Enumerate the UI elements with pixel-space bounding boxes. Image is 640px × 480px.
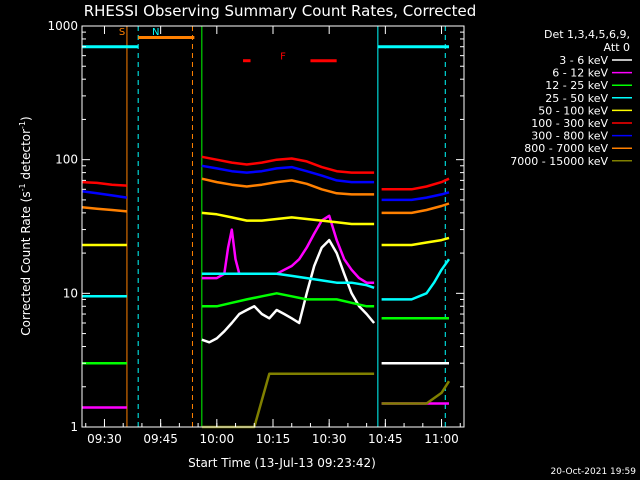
chart-title: RHESSI Observing Summary Count Rates, Co… <box>84 2 477 20</box>
series-6-segment-2 <box>381 191 450 202</box>
series-8 <box>201 372 451 429</box>
series-2 <box>82 292 449 365</box>
series-4 <box>82 211 450 247</box>
y-axis-label-mid: detector <box>19 129 33 184</box>
y-axis-label-main: Corrected Count Rate (s <box>19 191 33 335</box>
x-tick-label-0: 09:30 <box>87 432 122 446</box>
flag-label-S: S <box>119 27 125 38</box>
plot-area: S N F <box>81 26 451 429</box>
series-7 <box>81 177 450 215</box>
legend-entry-7: 800 - 7000 keV <box>524 142 608 155</box>
x-tick-label-3: 10:15 <box>256 432 291 446</box>
legend-entry-2: 12 - 25 keV <box>545 79 608 92</box>
series-7-segment-0 <box>81 206 128 213</box>
series-8-segment-0 <box>201 372 375 429</box>
x-axis-label: Start Time (13-Jul-13 09:23:42) <box>188 456 376 470</box>
series-1-segment-1 <box>201 214 375 284</box>
series-0-segment-0 <box>201 238 376 344</box>
y-axis-label-sup2: -1 <box>18 121 27 129</box>
series-6 <box>81 164 450 202</box>
legend-header-line-1: Det 1,3,4,5,6,9, <box>544 28 630 41</box>
legend-entry-0: 3 - 6 keV <box>559 54 608 67</box>
x-tick-label-2: 10:00 <box>200 432 235 446</box>
x-tick-label-4: 10:30 <box>312 432 347 446</box>
series-5 <box>81 155 450 191</box>
series-8-segment-1 <box>381 380 451 405</box>
legend-entry-4: 50 - 100 keV <box>538 104 608 117</box>
x-tick-label-5: 10:45 <box>368 432 403 446</box>
series-0 <box>201 238 449 365</box>
series-5-segment-1 <box>201 155 375 174</box>
y-tick-label-0: 1 <box>70 420 78 434</box>
series-3-segment-1 <box>201 272 375 289</box>
x-axis: 09:30 09:45 10:00 10:15 10:30 10:45 11:00 <box>85 26 461 446</box>
series-6-segment-1 <box>201 164 375 184</box>
series-6-segment-0 <box>81 190 128 199</box>
series-5-segment-2 <box>381 177 450 191</box>
y-tick-label-1: 10 <box>63 286 78 300</box>
legend-entry-5: 100 - 300 keV <box>531 117 608 130</box>
x-tick-label-6: 11:00 <box>424 432 459 446</box>
legend-header-line-2: Att 0 <box>604 41 630 54</box>
legend-entry-1: 6 - 12 keV <box>552 67 608 80</box>
series-3 <box>82 258 451 301</box>
series-5-segment-0 <box>81 180 127 187</box>
y-axis: 1 10 100 1000 <box>47 19 464 434</box>
x-tick-label-1: 09:45 <box>143 432 178 446</box>
series-4-segment-2 <box>381 236 450 247</box>
legend-entry-8: 7000 - 15000 keV <box>510 155 608 168</box>
series-7-segment-2 <box>381 202 450 215</box>
timestamp-footer: 20-Oct-2021 19:59 <box>551 467 637 477</box>
y-axis-label: Corrected Count Rate (s-1 detector-1) <box>18 116 33 335</box>
series-7-segment-1 <box>201 177 375 196</box>
y-tick-label-3: 1000 <box>47 19 78 33</box>
series-3-segment-2 <box>381 258 451 301</box>
legend-entry-6: 300 - 800 keV <box>531 130 608 143</box>
y-axis-label-sup1: -1 <box>18 183 27 191</box>
legend-entry-3: 25 - 50 keV <box>545 92 608 105</box>
y-axis-label-end: ) <box>19 116 33 121</box>
series-4-segment-1 <box>201 211 375 226</box>
y-tick-label-2: 100 <box>55 153 78 167</box>
flag-label-F: F <box>280 52 286 63</box>
series-2-segment-1 <box>201 292 375 308</box>
flag-label-N: N <box>152 27 159 38</box>
